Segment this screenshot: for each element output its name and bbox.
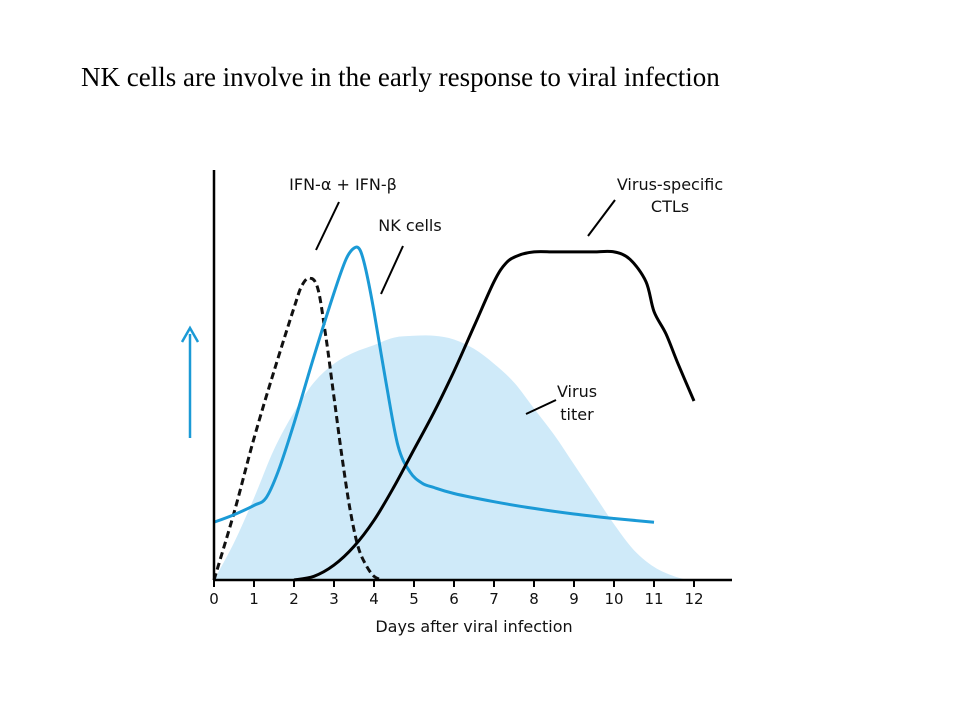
series-ifn-alpha-beta-line [212,276,383,582]
leader-line-virus-specific-ctls [587,199,616,237]
series-virus-titer-area [214,335,688,580]
leader-line-virus-titer [525,399,557,415]
series-label-virus-titer: Virus titer [557,382,597,424]
x-tick-label: 12 [684,590,703,608]
slide-title: NK cells are involve in the early respon… [81,62,720,92]
x-tick-label: 5 [409,590,419,608]
x-tick-label: 8 [529,590,539,608]
y-increase-arrow-head [180,325,200,343]
series-label-line: Virus [557,382,597,401]
x-axis-title: Days after viral infection [375,617,572,636]
series-virus-specific-ctls-line [293,249,696,582]
series-nk-cells-line [213,245,655,524]
series-label-virus-specific-ctls: Virus-specific CTLs [617,175,723,216]
x-tick-label: 3 [329,590,339,608]
series-label-line: CTLs [651,197,689,216]
series-label-line: IFN-α + IFN-β [289,175,397,194]
leader-line-nk-cells [380,245,404,295]
series-label-line: NK cells [378,216,441,235]
x-tick-label: 10 [604,590,623,608]
series-label-line: titer [560,405,594,424]
series-label-nk-cells: NK cells [378,216,441,235]
series-label-ifn-alpha-beta: IFN-α + IFN-β [289,175,397,194]
x-tick-label: 11 [644,590,663,608]
leader-line-ifn-alpha-beta [315,201,340,251]
x-tick-label: 7 [489,590,499,608]
x-tick-label: 9 [569,590,579,608]
x-tick-label: 6 [449,590,459,608]
x-tick-label: 1 [249,590,259,608]
line-layer [212,245,696,582]
label-layer: Virus titer IFN-α + IFN-β NK cells Virus-spe… [289,175,723,424]
x-tick-label: 0 [209,590,219,608]
x-tick-label: 4 [369,590,379,608]
x-tick-label: 2 [289,590,299,608]
series-label-line: Virus-specific [617,175,723,194]
area-layer [214,335,688,580]
